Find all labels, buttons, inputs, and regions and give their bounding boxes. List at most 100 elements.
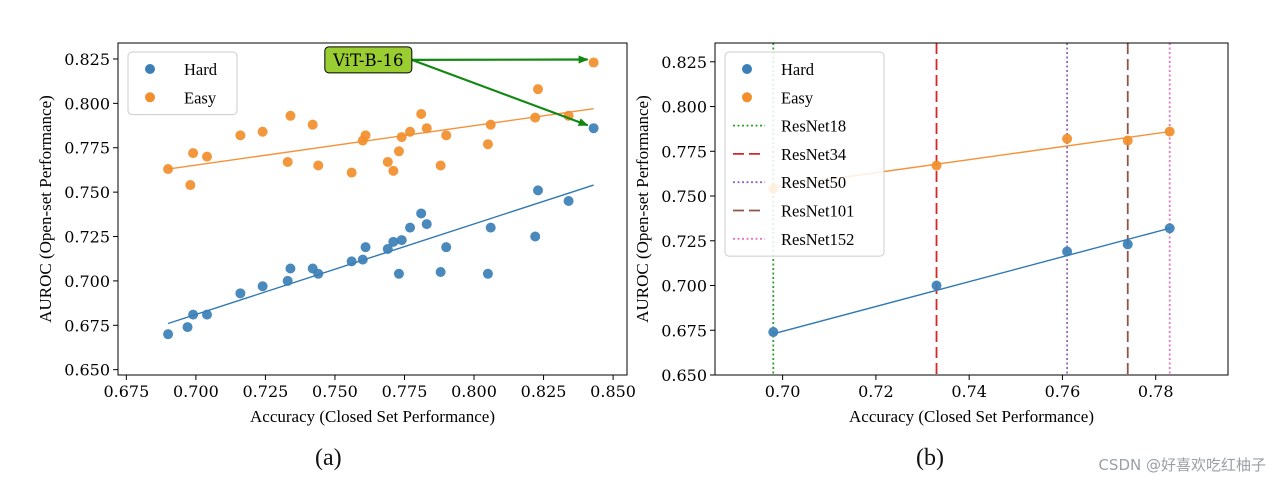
y-tick-label: 0.650 (64, 361, 110, 380)
y-tick-label: 0.725 (64, 228, 110, 247)
data-point-easy (308, 120, 318, 130)
y-tick-label: 0.675 (661, 321, 707, 340)
watermark: CSDN @好喜欢吃红柚子 (1098, 454, 1266, 475)
annotation: ViT-B-16 (325, 47, 588, 125)
y-tick-label: 0.825 (661, 53, 707, 72)
legend-label-resnet18: ResNet18 (781, 117, 846, 136)
data-point-easy (388, 166, 398, 176)
data-point-hard (416, 208, 426, 218)
data-point-hard (283, 276, 293, 286)
legend-label-hard: Hard (781, 60, 815, 79)
x-tick-label: 0.800 (451, 382, 497, 401)
y-tick-label: 0.700 (64, 272, 110, 291)
data-point-hard (436, 267, 446, 277)
data-point-hard (347, 256, 357, 266)
y-axis-label: AUROC (Open-set Performance) (36, 95, 55, 323)
data-point-easy (185, 180, 195, 190)
data-point-easy (283, 157, 293, 167)
y-tick-label: 0.675 (64, 316, 110, 335)
data-point-easy (483, 139, 493, 149)
data-point-hard (258, 281, 268, 291)
y-tick-label: 0.800 (64, 94, 110, 113)
data-point-hard (285, 263, 295, 273)
data-point-easy (347, 168, 357, 178)
y-tick-label: 0.750 (661, 187, 707, 206)
data-point-easy (394, 146, 404, 156)
legend-label-easy: Easy (781, 88, 814, 107)
x-tick-label: 0.72 (858, 382, 894, 401)
legend-marker-easy (145, 92, 155, 102)
data-point-hard (1165, 223, 1175, 233)
data-point-easy (1062, 134, 1072, 144)
x-tick-label: 0.70 (765, 382, 801, 401)
data-point-easy (163, 164, 173, 174)
legend-marker-hard (145, 64, 155, 74)
x-axis-label: Accuracy (Closed Set Performance) (849, 407, 1094, 426)
legend-marker-hard (742, 64, 752, 74)
legend-label-resnet152: ResNet152 (781, 230, 854, 249)
data-point-hard (589, 123, 599, 133)
data-point-hard (533, 185, 543, 195)
data-point-hard (768, 327, 778, 337)
data-point-easy (436, 161, 446, 171)
caption-a: (a) (315, 445, 342, 472)
data-point-easy (235, 130, 245, 140)
data-point-hard (486, 223, 496, 233)
data-point-easy (533, 84, 543, 94)
data-point-easy (441, 130, 451, 140)
x-tick-label: 0.675 (103, 382, 149, 401)
data-point-hard (530, 232, 540, 242)
data-point-easy (361, 130, 371, 140)
y-tick-label: 0.750 (64, 183, 110, 202)
data-point-easy (416, 109, 426, 119)
data-point-easy (202, 152, 212, 162)
data-point-easy (1123, 136, 1133, 146)
y-tick-label: 0.775 (64, 139, 110, 158)
data-point-easy (486, 120, 496, 130)
legend: HardEasyResNet18ResNet34ResNet50ResNet10… (725, 52, 884, 256)
data-point-hard (1123, 239, 1133, 249)
data-point-hard (183, 322, 193, 332)
annotation-arrow (412, 60, 588, 125)
data-point-easy (313, 161, 323, 171)
legend-label-hard: Hard (184, 60, 218, 79)
x-tick-label: 0.700 (173, 382, 219, 401)
x-tick-label: 0.78 (1138, 382, 1174, 401)
legend-box (128, 52, 237, 115)
caption-b: (b) (916, 445, 944, 472)
data-point-hard (405, 223, 415, 233)
y-tick-label: 0.725 (661, 232, 707, 251)
y-tick-label: 0.825 (64, 50, 110, 69)
y-tick-label: 0.700 (661, 277, 707, 296)
legend-label-resnet101: ResNet101 (781, 202, 854, 221)
x-tick-label: 0.725 (243, 382, 289, 401)
data-point-hard (564, 196, 574, 206)
data-point-easy (285, 111, 295, 121)
annotation-label: ViT-B-16 (332, 51, 403, 70)
data-point-easy (589, 58, 599, 68)
data-point-hard (422, 219, 432, 229)
legend-label-resnet50: ResNet50 (781, 173, 846, 192)
fit-line-easy (168, 109, 594, 169)
legend-marker-easy (742, 92, 752, 102)
plot-a: 0.675 0.700 0.725 0.750 0.775 0.800 0.825 0.850… (36, 43, 636, 426)
data-point-easy (405, 127, 415, 137)
fit-line-hard (168, 185, 594, 323)
data-point-hard (202, 310, 212, 320)
data-point-easy (422, 123, 432, 133)
data-point-easy (258, 127, 268, 137)
data-point-hard (361, 242, 371, 252)
x-axis-label: Accuracy (Closed Set Performance) (250, 407, 495, 426)
data-point-hard (1062, 247, 1072, 257)
x-tick-label: 0.750 (312, 382, 358, 401)
data-point-easy (1165, 127, 1175, 137)
x-tick-label: 0.850 (590, 382, 636, 401)
data-point-hard (163, 329, 173, 339)
x-tick-label: 0.825 (521, 382, 567, 401)
data-point-hard (188, 310, 198, 320)
series-hard (163, 123, 599, 339)
data-point-hard (394, 269, 404, 279)
